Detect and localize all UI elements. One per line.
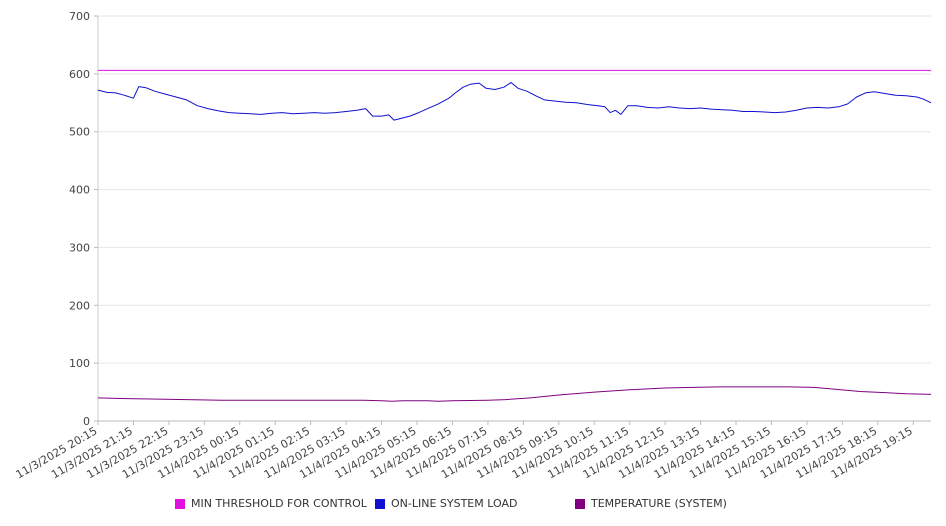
y-axis-ticks: 0 100 200 300 400 500 600 700 <box>69 10 98 428</box>
legend-item-min-threshold[interactable]: MIN THRESHOLD FOR CONTROL <box>175 497 367 510</box>
y-tick-label: 300 <box>69 241 90 254</box>
y-tick-label: 600 <box>69 68 90 81</box>
legend-label-temperature: TEMPERATURE (SYSTEM) <box>591 497 727 510</box>
legend-swatch-temperature <box>575 498 585 509</box>
y-tick-label: 400 <box>69 184 90 197</box>
y-tick-label: 200 <box>69 299 90 312</box>
series-line-1 <box>97 82 932 121</box>
y-tick-label: 100 <box>69 357 90 370</box>
y-tick-label: 0 <box>83 415 90 428</box>
legend: MIN THRESHOLD FOR CONTROL ON-LINE SYSTEM… <box>0 497 946 515</box>
axes <box>97 16 931 422</box>
legend-label-system-load: ON-LINE SYSTEM LOAD <box>391 497 518 510</box>
y-tick-label: 500 <box>69 126 90 139</box>
grid <box>98 15 931 422</box>
legend-swatch-min-threshold <box>175 498 185 509</box>
legend-label-min-threshold: MIN THRESHOLD FOR CONTROL <box>191 497 367 510</box>
legend-item-system-load[interactable]: ON-LINE SYSTEM LOAD <box>375 497 517 510</box>
y-tick-label: 700 <box>69 10 90 23</box>
series-lines <box>97 69 932 402</box>
legend-item-temperature[interactable]: TEMPERATURE (SYSTEM) <box>575 497 727 510</box>
series-line-2 <box>97 386 932 402</box>
legend-swatch-system-load <box>375 498 385 509</box>
